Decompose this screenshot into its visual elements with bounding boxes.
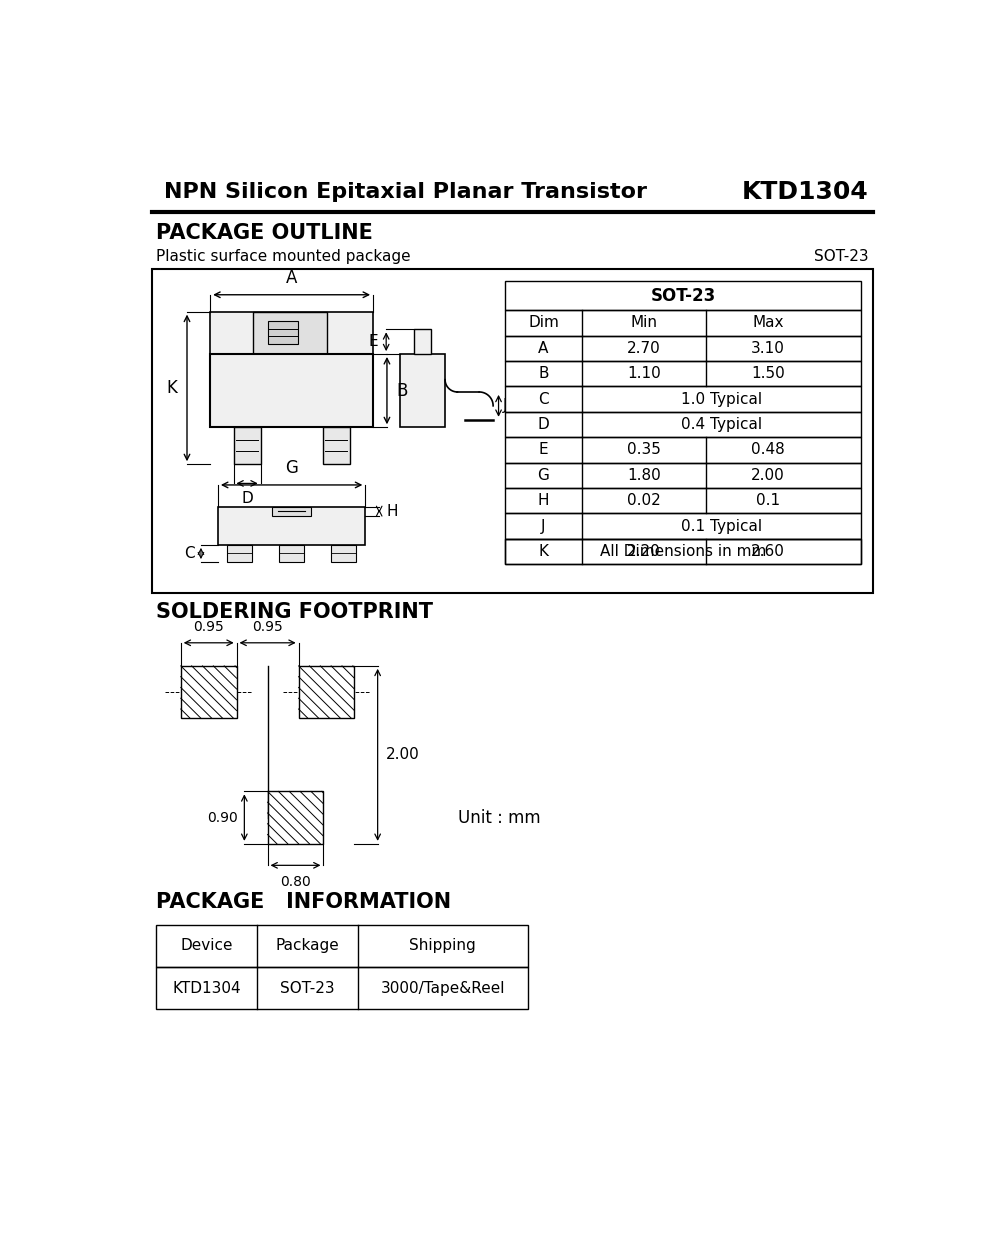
Bar [505, 462, 861, 488]
Bar [218, 506, 365, 545]
Text: D: D [538, 418, 549, 432]
Text: D: D [241, 491, 253, 506]
Text: 0.02: 0.02 [627, 494, 661, 509]
Text: 3000/Tape&Reel: 3000/Tape&Reel [380, 981, 505, 996]
Bar [505, 361, 861, 386]
Text: Dim: Dim [528, 315, 559, 330]
Text: 0.35: 0.35 [627, 442, 661, 458]
Bar [227, 545, 252, 562]
Text: 0.95: 0.95 [252, 620, 283, 634]
Text: H: H [387, 504, 398, 519]
Text: E: E [369, 334, 378, 349]
Text: A: A [286, 269, 297, 288]
Bar [505, 514, 861, 539]
Text: PACKAGE OUTLINE: PACKAGE OUTLINE [156, 224, 373, 244]
Text: KTD1304: KTD1304 [172, 981, 241, 996]
Text: Unit : mm: Unit : mm [458, 809, 541, 826]
Text: SOLDERING FOOTPRINT: SOLDERING FOOTPRINT [156, 602, 433, 622]
Text: C: C [184, 546, 195, 561]
Text: Min: Min [631, 315, 658, 330]
Bar [505, 488, 861, 514]
Text: B: B [396, 381, 408, 400]
Text: 0.48: 0.48 [751, 442, 785, 458]
Text: K: K [538, 544, 548, 559]
Bar [272, 506, 311, 516]
Bar [505, 438, 861, 462]
Text: Shipping: Shipping [409, 939, 476, 954]
Text: Plastic surface mounted package: Plastic surface mounted package [156, 249, 411, 264]
Text: Package: Package [275, 939, 339, 954]
Text: 0.1: 0.1 [756, 494, 780, 509]
Text: SOT-23: SOT-23 [280, 981, 334, 996]
Bar [268, 321, 298, 344]
Text: K: K [167, 379, 178, 398]
Text: Device: Device [180, 939, 233, 954]
Bar [505, 386, 861, 411]
Bar [152, 269, 873, 592]
Text: 1.10: 1.10 [627, 366, 661, 381]
Text: All Dimensions in mm: All Dimensions in mm [600, 544, 766, 559]
Text: A: A [538, 341, 549, 356]
Text: 1.0 Typical: 1.0 Typical [681, 391, 762, 406]
Bar [299, 666, 354, 719]
Bar [210, 311, 373, 428]
Bar [331, 545, 356, 562]
Text: G: G [538, 468, 549, 482]
Bar [505, 281, 861, 310]
Bar [253, 311, 326, 354]
Text: Max: Max [753, 315, 784, 330]
Text: 2.60: 2.60 [751, 544, 785, 559]
Text: G: G [285, 459, 298, 478]
Text: J: J [541, 519, 546, 534]
Bar [156, 925, 528, 968]
Text: 2.20: 2.20 [627, 544, 661, 559]
Text: 2.00: 2.00 [385, 748, 419, 762]
Bar [505, 335, 861, 361]
Bar [279, 545, 304, 562]
Text: 0.80: 0.80 [280, 875, 311, 889]
Text: C: C [538, 391, 549, 406]
Text: PACKAGE   INFORMATION: PACKAGE INFORMATION [156, 891, 451, 911]
Bar [505, 539, 861, 564]
Text: 3.10: 3.10 [751, 341, 785, 356]
Bar [323, 428, 350, 464]
Text: 0.95: 0.95 [193, 620, 224, 634]
Text: E: E [539, 442, 548, 458]
Bar [181, 666, 237, 719]
Bar [234, 428, 261, 464]
Text: 0.4 Typical: 0.4 Typical [681, 418, 762, 432]
Text: 2.70: 2.70 [627, 341, 661, 356]
Bar [505, 539, 861, 564]
Bar [505, 411, 861, 437]
Text: SOT-23: SOT-23 [814, 249, 869, 264]
Text: 1.80: 1.80 [627, 468, 661, 482]
Text: J: J [502, 399, 507, 414]
Text: NPN Silicon Epitaxial Planar Transistor: NPN Silicon Epitaxial Planar Transistor [164, 182, 647, 203]
Text: 1.50: 1.50 [751, 366, 785, 381]
Bar [210, 354, 373, 428]
Bar [268, 791, 323, 844]
Bar [505, 310, 861, 335]
Text: 0.90: 0.90 [207, 810, 238, 825]
Bar [400, 354, 445, 428]
Text: H: H [538, 494, 549, 509]
Text: B: B [538, 366, 549, 381]
Text: KTD1304: KTD1304 [742, 180, 869, 204]
Text: 0.1 Typical: 0.1 Typical [681, 519, 762, 534]
Bar [156, 968, 528, 1009]
Text: SOT-23: SOT-23 [650, 286, 716, 305]
Text: 2.00: 2.00 [751, 468, 785, 482]
Bar [414, 330, 431, 354]
